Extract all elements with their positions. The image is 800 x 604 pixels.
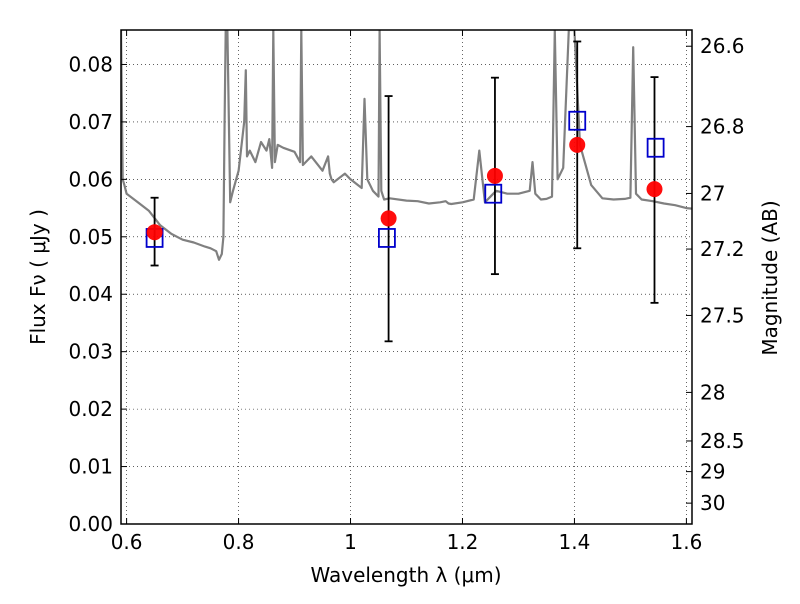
- right-tick-label: 27: [700, 181, 725, 205]
- y-tick-label: 0.08: [68, 52, 113, 76]
- model-spectrum: [121, 30, 692, 261]
- x-tick-label: 1.2: [447, 530, 479, 554]
- model-square: [484, 183, 503, 204]
- observed-point: [380, 210, 397, 227]
- y-tick-label: 0.06: [68, 167, 113, 191]
- right-tick-label: 28.5: [700, 429, 745, 453]
- x-axis-label: Wavelength λ (μm): [310, 563, 501, 587]
- right-axis-label: Magnitude (AB): [758, 200, 782, 355]
- right-tick-label: 26.6: [700, 34, 745, 58]
- y-tick-label: 0.00: [68, 512, 113, 536]
- observed-flux-circles: [146, 136, 663, 241]
- right-axis-ticks: 26.6 26.8 27 27.2 27.5 28 28.5 29 30: [686, 34, 745, 515]
- right-tick-label: 27.5: [700, 303, 745, 327]
- y-axis-ticks: 0.00 0.01 0.02 0.03 0.04 0.05 0.06 0.07 0.08: [68, 52, 127, 536]
- y-axis-label: Flux Fν ( μJy ): [26, 209, 50, 345]
- y-tick-label: 0.05: [68, 225, 113, 249]
- model-photometry-squares: [145, 110, 665, 248]
- observed-point: [646, 181, 663, 198]
- y-tick-label: 0.04: [68, 282, 113, 306]
- right-tick-label: 28: [700, 380, 725, 404]
- x-tick-label: 1.4: [559, 530, 591, 554]
- right-tick-label: 29: [700, 460, 725, 484]
- right-tick-label: 26.8: [700, 115, 745, 139]
- model-square: [568, 110, 587, 131]
- spectrum-line: [121, 30, 692, 261]
- y-tick-label: 0.02: [68, 397, 113, 421]
- y-tick-label: 0.07: [68, 110, 113, 134]
- observed-point: [146, 224, 163, 241]
- grid-lines: [121, 30, 692, 524]
- x-tick-label: 0.6: [111, 530, 143, 554]
- model-square: [646, 137, 665, 158]
- y-tick-label: 0.01: [68, 455, 113, 479]
- x-tick-label: 1: [344, 530, 357, 554]
- model-square: [378, 228, 396, 248]
- right-tick-label: 30: [700, 491, 725, 515]
- plot-frame: [120, 29, 693, 525]
- observed-point: [569, 136, 586, 153]
- x-tick-label: 1.6: [670, 530, 702, 554]
- observed-point: [486, 167, 503, 184]
- error-bars: [150, 40, 659, 343]
- x-tick-label: 0.8: [223, 530, 255, 554]
- x-axis-ticks: 0.6 0.8 1 1.2 1.4 1.6: [111, 30, 702, 554]
- y-tick-label: 0.03: [68, 340, 113, 364]
- right-tick-label: 27.2: [700, 237, 745, 261]
